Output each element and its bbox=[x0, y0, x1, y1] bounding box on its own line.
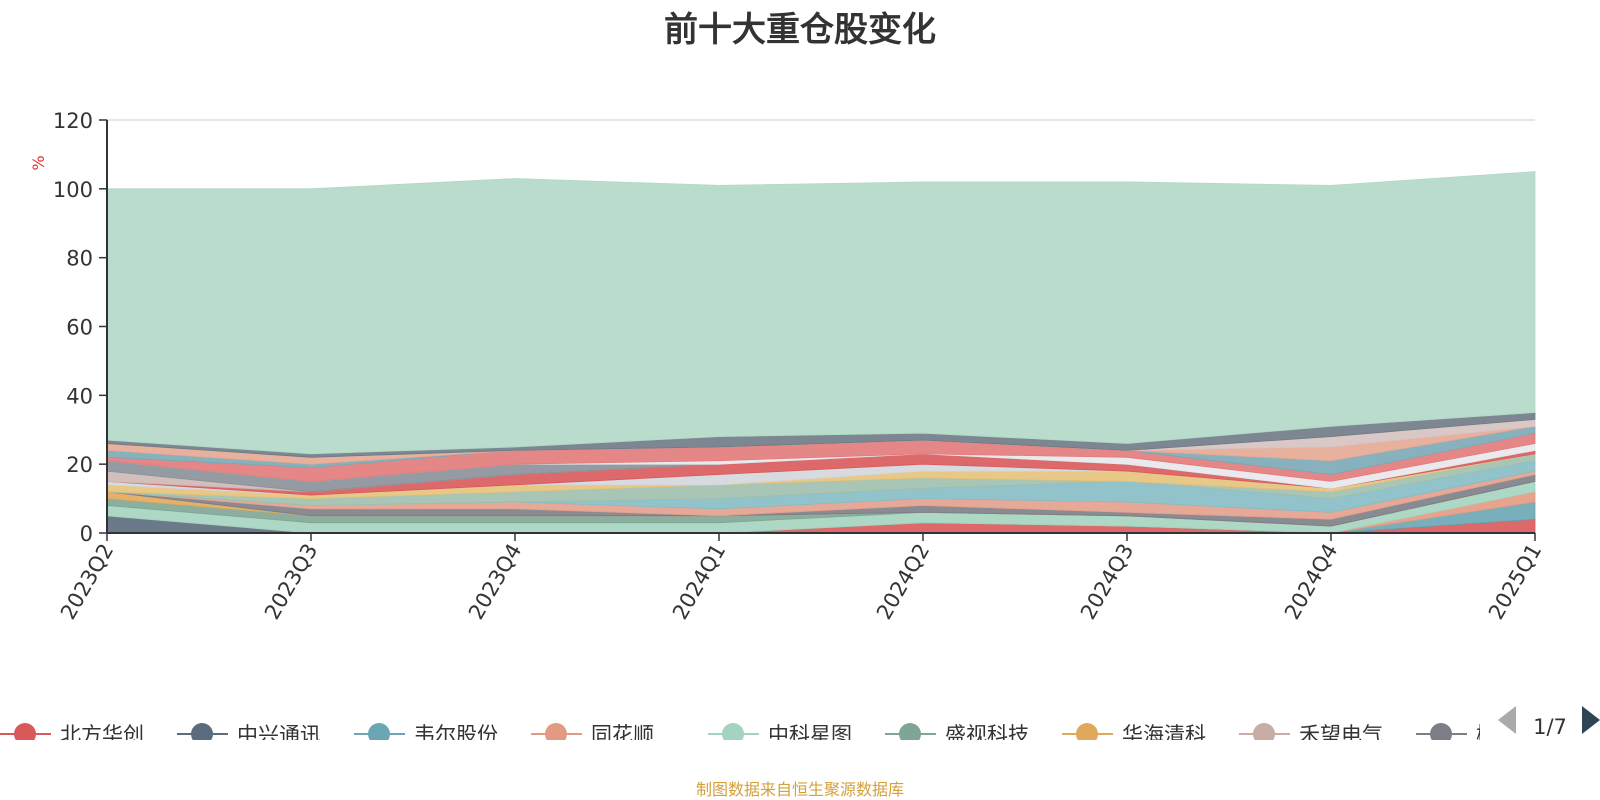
x-tick-label: 2023Q4 bbox=[464, 540, 526, 624]
legend-item[interactable]: 北方华创 bbox=[0, 723, 144, 747]
x-tick-label: 2023Q3 bbox=[260, 540, 322, 624]
legend-marker-icon bbox=[1430, 723, 1452, 740]
chart-title: 前十大重仓股变化 bbox=[664, 10, 936, 50]
x-tick-label: 2024Q1 bbox=[668, 540, 730, 624]
legend-pager: 1/7 bbox=[1498, 706, 1600, 739]
legend-item[interactable]: 中科星图 bbox=[708, 723, 852, 747]
data-source-note: 制图数据来自恒生聚源数据库 bbox=[695, 780, 904, 799]
legend-item[interactable]: 同花顺 bbox=[531, 723, 654, 747]
legend-marker-icon bbox=[1253, 723, 1275, 740]
y-tick-labels: 0 20 40 60 80 100 120 bbox=[53, 109, 93, 546]
axes bbox=[106, 120, 1536, 541]
area-layer bbox=[106, 171, 1536, 455]
legend-label: 韦尔股份 bbox=[414, 723, 498, 747]
x-tick-label: 2024Q4 bbox=[1280, 540, 1342, 624]
y-tick-label: 60 bbox=[66, 316, 93, 340]
y-tick-label: 100 bbox=[53, 178, 93, 202]
legend-marker-icon bbox=[14, 723, 36, 740]
legend-label: 同花顺 bbox=[591, 723, 654, 747]
legend-marker-icon bbox=[722, 723, 744, 740]
y-tick-label: 120 bbox=[53, 109, 93, 133]
legend-marker-icon bbox=[899, 723, 921, 740]
x-tick-labels: 2023Q2 2023Q3 2023Q4 2024Q1 2024Q2 2024Q3 2024… bbox=[56, 540, 1546, 624]
legend-marker-icon bbox=[1076, 723, 1098, 740]
legend-label: 盛视科技 bbox=[945, 723, 1029, 747]
legend-page-indicator: 1/7 bbox=[1533, 715, 1567, 739]
legend-label: 禾望电气 bbox=[1299, 723, 1383, 747]
legend-label: 华海清科 bbox=[1122, 723, 1206, 747]
legend-items: 北方华创 中兴通讯 韦尔股份 同花顺 中科星图 盛视科技 华海清科 禾望电气 柳工 bbox=[0, 723, 1518, 747]
legend-label: 中兴通讯 bbox=[237, 723, 321, 747]
x-tick-label: 2023Q2 bbox=[56, 540, 118, 624]
legend-label: 中科星图 bbox=[768, 723, 852, 747]
y-tick-label: 40 bbox=[66, 384, 93, 408]
area-layers bbox=[106, 171, 1536, 534]
legend-marker-icon bbox=[191, 723, 213, 740]
legend-item[interactable]: 盛视科技 bbox=[885, 723, 1029, 747]
y-axis-label: % bbox=[29, 155, 48, 170]
legend-item[interactable]: 韦尔股份 bbox=[354, 723, 498, 747]
legend: 北方华创 中兴通讯 韦尔股份 同花顺 中科星图 盛视科技 华海清科 禾望电气 柳工 bbox=[0, 723, 1518, 747]
legend-label: 柳工 bbox=[1476, 723, 1518, 747]
y-tick-label: 80 bbox=[66, 247, 93, 271]
legend-label: 北方华创 bbox=[60, 723, 144, 747]
y-tick-label: 0 bbox=[80, 522, 93, 546]
y-tick-label: 20 bbox=[66, 453, 93, 477]
legend-marker-icon bbox=[368, 723, 390, 740]
x-tick-label: 2024Q2 bbox=[872, 540, 934, 624]
prev-page-icon[interactable] bbox=[1498, 706, 1516, 734]
x-tick-label: 2025Q1 bbox=[1484, 540, 1546, 624]
x-tick-label: 2024Q3 bbox=[1076, 540, 1138, 624]
legend-item[interactable]: 华海清科 bbox=[1062, 723, 1206, 747]
legend-item[interactable]: 中兴通讯 bbox=[177, 723, 321, 747]
next-page-icon[interactable] bbox=[1582, 706, 1600, 734]
legend-marker-icon bbox=[545, 723, 567, 740]
legend-item[interactable]: 柳工 bbox=[1416, 723, 1518, 747]
legend-item[interactable]: 禾望电气 bbox=[1239, 723, 1383, 747]
